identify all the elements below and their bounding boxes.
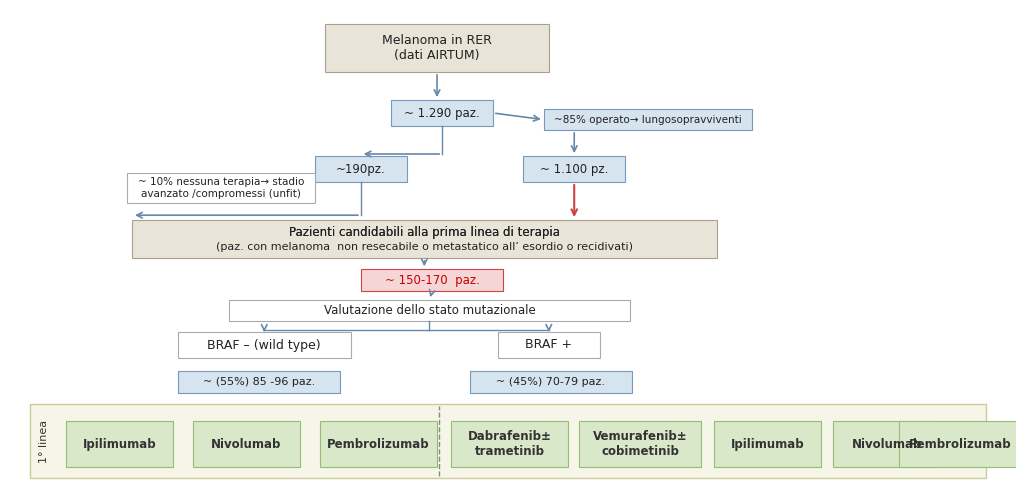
- Text: ~190pz.: ~190pz.: [336, 162, 386, 175]
- FancyBboxPatch shape: [452, 421, 568, 467]
- Text: Pazienti candidabili alla prima linea di terapia: Pazienti candidabili alla prima linea di…: [289, 226, 560, 238]
- Text: Valutazione dello stato mutazionale: Valutazione dello stato mutazionale: [324, 304, 536, 317]
- FancyBboxPatch shape: [315, 156, 407, 182]
- Text: ~ (55%) 85 -96 paz.: ~ (55%) 85 -96 paz.: [203, 377, 315, 387]
- Text: Pazienti candidabili alla prima linea di terapia: Pazienti candidabili alla prima linea di…: [289, 226, 560, 238]
- Text: BRAF – (wild type): BRAF – (wild type): [208, 338, 322, 351]
- FancyBboxPatch shape: [326, 24, 549, 72]
- FancyBboxPatch shape: [67, 421, 173, 467]
- FancyBboxPatch shape: [132, 220, 717, 258]
- Text: ~ 1.290 paz.: ~ 1.290 paz.: [404, 106, 480, 120]
- FancyBboxPatch shape: [580, 421, 701, 467]
- FancyBboxPatch shape: [544, 109, 752, 130]
- Text: (paz. con melanoma  non resecabile o metastatico all’ esordio o recidivati): (paz. con melanoma non resecabile o meta…: [216, 242, 633, 252]
- FancyBboxPatch shape: [899, 421, 1021, 467]
- Text: ~ 150-170  paz.: ~ 150-170 paz.: [384, 274, 479, 286]
- Text: ~ 10% nessuna terapia→ stadio
avanzato /compromessi (unfit): ~ 10% nessuna terapia→ stadio avanzato /…: [138, 178, 304, 199]
- FancyBboxPatch shape: [470, 371, 632, 393]
- FancyBboxPatch shape: [360, 269, 503, 291]
- FancyBboxPatch shape: [31, 404, 986, 478]
- Text: BRAF +: BRAF +: [525, 338, 572, 351]
- FancyBboxPatch shape: [391, 100, 493, 126]
- FancyBboxPatch shape: [194, 421, 300, 467]
- Text: Melanoma in RER
(dati AIRTUM): Melanoma in RER (dati AIRTUM): [382, 34, 492, 62]
- Text: Nivolumab: Nivolumab: [852, 438, 922, 450]
- Text: Dabrafenib±
trametinib: Dabrafenib± trametinib: [468, 430, 552, 458]
- Text: Vemurafenib±
cobimetinib: Vemurafenib± cobimetinib: [593, 430, 687, 458]
- FancyBboxPatch shape: [523, 156, 625, 182]
- FancyBboxPatch shape: [321, 421, 437, 467]
- Text: Pembrolizumab: Pembrolizumab: [328, 438, 430, 450]
- FancyBboxPatch shape: [228, 300, 630, 321]
- Text: Pazienti candidabili alla prima linea di terapia: Pazienti candidabili alla prima linea di…: [289, 226, 560, 238]
- Text: ~85% operato→ lungosopravviventi: ~85% operato→ lungosopravviventi: [554, 114, 741, 124]
- Text: Ipilimumab: Ipilimumab: [83, 438, 157, 450]
- FancyBboxPatch shape: [127, 173, 315, 203]
- FancyBboxPatch shape: [178, 332, 350, 358]
- Text: 1° linea: 1° linea: [39, 420, 49, 463]
- Text: Pembrolizumab: Pembrolizumab: [909, 438, 1012, 450]
- FancyBboxPatch shape: [178, 371, 340, 393]
- Text: Nivolumab: Nivolumab: [211, 438, 282, 450]
- Text: ~ 1.100 pz.: ~ 1.100 pz.: [540, 162, 608, 175]
- Text: ~ (45%) 70-79 paz.: ~ (45%) 70-79 paz.: [497, 377, 605, 387]
- FancyBboxPatch shape: [498, 332, 600, 358]
- Text: Ipilimumab: Ipilimumab: [731, 438, 805, 450]
- FancyBboxPatch shape: [834, 421, 940, 467]
- Text: Pazienti candidabili alla prima linea di terapia: Pazienti candidabili alla prima linea di…: [289, 226, 560, 238]
- FancyBboxPatch shape: [715, 421, 821, 467]
